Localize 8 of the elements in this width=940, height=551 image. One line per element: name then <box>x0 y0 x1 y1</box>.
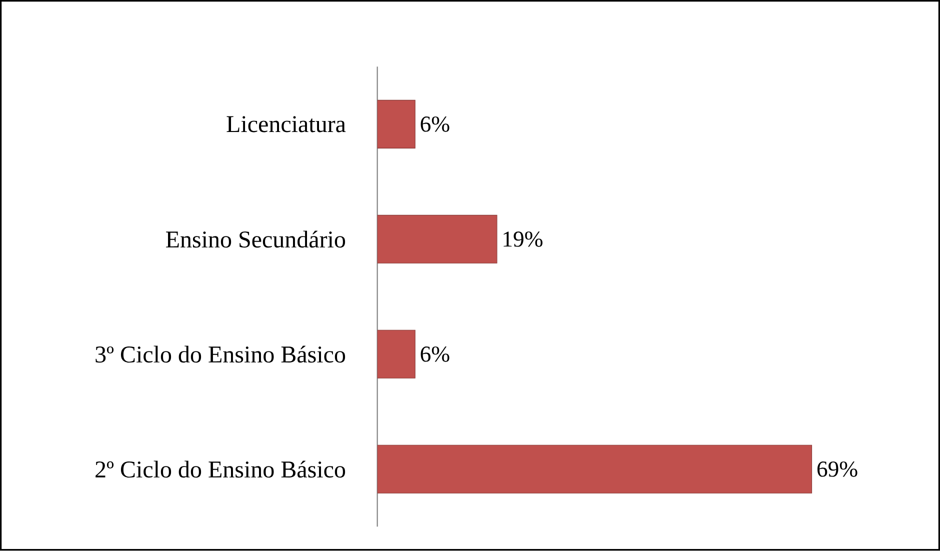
data-label: 6% <box>420 346 450 362</box>
y-tick-label: Ensino Secundário <box>166 230 346 248</box>
data-label: 69% <box>817 462 858 478</box>
data-label: 6% <box>420 116 450 132</box>
y-tick-label: 3º Ciclo do Ensino Básico <box>96 346 346 363</box>
y-tick-label: Licenciatura <box>226 116 346 132</box>
data-label: 19% <box>504 232 542 248</box>
y-tick-label: 2º Ciclo do Ensino Básico <box>96 460 346 478</box>
